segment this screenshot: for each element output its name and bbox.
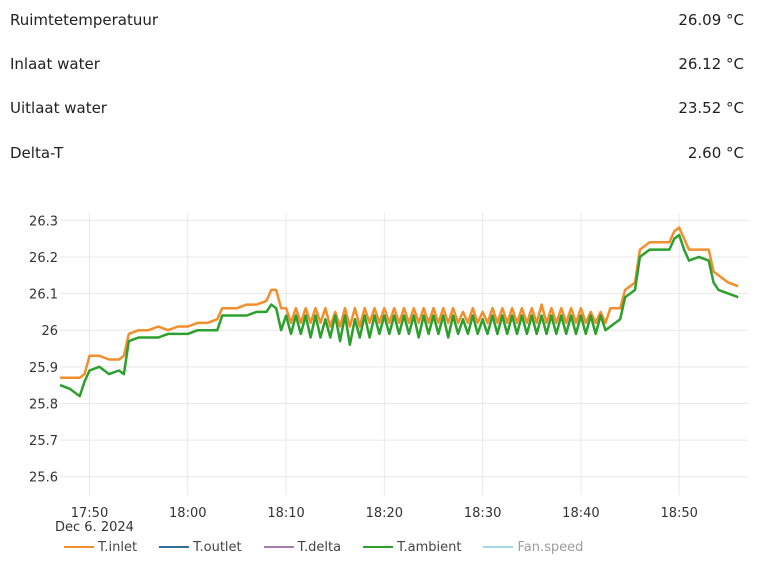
y-tick-label: 26.1 (29, 288, 58, 303)
series-line-t-inlet[interactable] (60, 226, 739, 380)
x-axis-date-label: Dec 6. 2024 (55, 520, 134, 535)
y-tick-label: 26.2 (29, 251, 58, 266)
y-tick-label: 25.7 (29, 434, 58, 449)
legend-swatch (363, 546, 394, 548)
reading-label: Delta-T (10, 144, 64, 162)
legend-swatch (159, 546, 190, 548)
legend-item-t-delta[interactable]: T.delta (263, 539, 342, 555)
reading-label: Uitlaat water (10, 99, 107, 117)
y-tick-label: 25.9 (29, 361, 58, 376)
temperature-chart[interactable]: 25.6 25.7 25.8 25.9 26 26.1 26.2 26.3 17:50 18:0… (0, 195, 758, 535)
x-tick-label: 18:40 (562, 506, 599, 521)
reading-label: Ruimtetemperatuur (10, 11, 159, 29)
legend-item-t-ambient[interactable]: T.ambient (363, 540, 461, 555)
x-tick-label: 18:10 (267, 506, 304, 521)
reading-value: 26.09 °C (678, 11, 744, 29)
legend-swatch (263, 546, 294, 548)
legend-label: Fan.speed (517, 539, 584, 555)
legend-item-t-outlet[interactable]: T.outlet (159, 540, 242, 555)
legend-label: T.delta (297, 539, 342, 555)
x-tick-label: 18:00 (169, 506, 206, 521)
reading-value: 23.52 °C (678, 99, 744, 117)
y-tick-label: 25.6 (29, 471, 58, 486)
series-line-t-ambient[interactable] (59, 233, 739, 398)
y-tick-label: 26 (41, 324, 58, 339)
chart-grid (60, 213, 748, 495)
chart-legend: T.inlet T.outlet T.delta T.ambient Fan.speed (64, 538, 605, 556)
y-axis: 25.6 25.7 25.8 25.9 26 26.1 26.2 26.3 (29, 214, 58, 485)
chart-series (59, 226, 739, 398)
reading-row-inlet-water[interactable]: Inlaat water 26.12 °C (10, 52, 744, 76)
x-tick-label: 17:50 (71, 506, 108, 521)
x-tick-label: 18:50 (660, 506, 697, 521)
legend-label: T.outlet (193, 539, 242, 555)
legend-label: T.inlet (98, 539, 138, 555)
reading-row-delta-t[interactable]: Delta-T 2.60 °C (10, 141, 744, 165)
x-tick-label: 18:20 (366, 506, 403, 521)
x-axis: 17:50 18:00 18:10 18:20 18:30 18:40 18:50 (71, 506, 698, 521)
x-tick-label: 18:30 (464, 506, 501, 521)
reading-row-room-temperature[interactable]: Ruimtetemperatuur 26.09 °C (10, 8, 744, 32)
y-tick-label: 25.8 (29, 397, 58, 412)
legend-label: T.ambient (397, 539, 462, 555)
y-tick-label: 26.3 (29, 214, 58, 229)
legend-item-t-inlet[interactable]: T.inlet (64, 540, 137, 555)
legend-swatch (483, 546, 514, 548)
legend-swatch (64, 546, 94, 548)
legend-item-fan-speed[interactable]: Fan.speed (483, 540, 583, 555)
reading-value: 26.12 °C (678, 55, 744, 73)
reading-row-outlet-water[interactable]: Uitlaat water 23.52 °C (10, 96, 744, 120)
reading-value: 2.60 °C (687, 144, 744, 162)
reading-label: Inlaat water (10, 55, 100, 73)
